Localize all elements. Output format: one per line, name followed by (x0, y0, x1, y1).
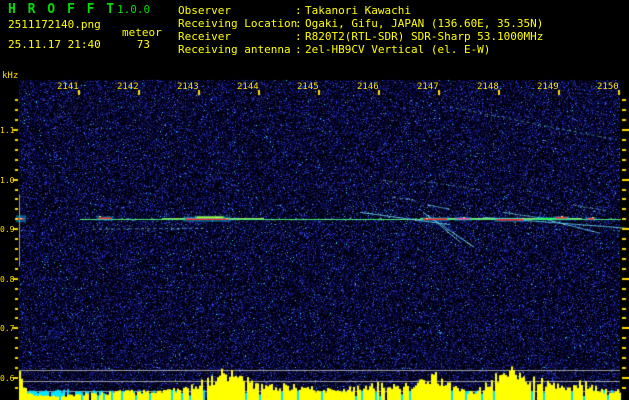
time-tick-label: 2149 (537, 82, 559, 92)
freq-tick-label: 0.9 (0, 225, 15, 235)
info-colon: : (295, 43, 302, 56)
mode-label: meteor (122, 26, 162, 39)
freq-tick-label: 0.7 (0, 324, 15, 334)
time-tick-label: 2150 (597, 82, 619, 92)
info-value: Takanori Kawachi (305, 4, 411, 17)
info-row: Receiver: R820T2(RTL-SDR) SDR-Sharp 53.10… (178, 30, 543, 43)
time-tick-label: 2147 (417, 82, 439, 92)
time-tick-label: 2148 (477, 82, 499, 92)
info-label: Receiving antenna (178, 43, 291, 56)
info-row: Receiving Location: Ogaki, Gifu, JAPAN (1… (178, 17, 543, 30)
freq-tick-label: 1.1 (0, 126, 15, 135)
freq-tick-label: 1.0 (0, 175, 15, 185)
info-value: 2el-HB9CV Vertical (el. E-W) (305, 43, 491, 56)
info-value: R820T2(RTL-SDR) SDR-Sharp 53.1000MHz (305, 30, 544, 43)
info-colon: : (295, 17, 302, 30)
datetime-label: 25.11.17 21:40 (8, 38, 101, 51)
info-value: Ogaki, Gifu, JAPAN (136.60E, 35.35N) (305, 17, 544, 30)
info-colon: : (295, 30, 302, 43)
info-label: Receiving Location (178, 17, 298, 30)
time-tick-label: 2145 (297, 82, 319, 92)
freq-tick-label: 0.8 (0, 274, 15, 284)
app-title: H R O F F T (8, 2, 117, 17)
time-tick-label: 2143 (177, 82, 199, 92)
time-tick-label: 2146 (357, 82, 379, 92)
time-tick-label: 2142 (117, 82, 139, 92)
info-row: Receiving antenna:2el-HB9CV Vertical (el… (178, 43, 543, 56)
echo-count: 73 (136, 38, 150, 51)
info-row: Observer: Takanori Kawachi (178, 4, 543, 17)
info-colon: : (295, 4, 302, 17)
info-label: Observer (178, 4, 231, 17)
station-info-block: Observer: Takanori Kawachi Receiving Locat… (178, 4, 543, 56)
freq-tick-label: 0.6 (0, 374, 15, 383)
freq-axis-unit: kHz (2, 71, 19, 81)
app-version: 1.0.0 (117, 3, 151, 16)
time-tick-label: 2144 (237, 82, 259, 92)
time-tick-label: 2141 (57, 82, 79, 92)
info-label: Receiver (178, 30, 231, 43)
output-filename: 2511172140.png (8, 18, 101, 31)
